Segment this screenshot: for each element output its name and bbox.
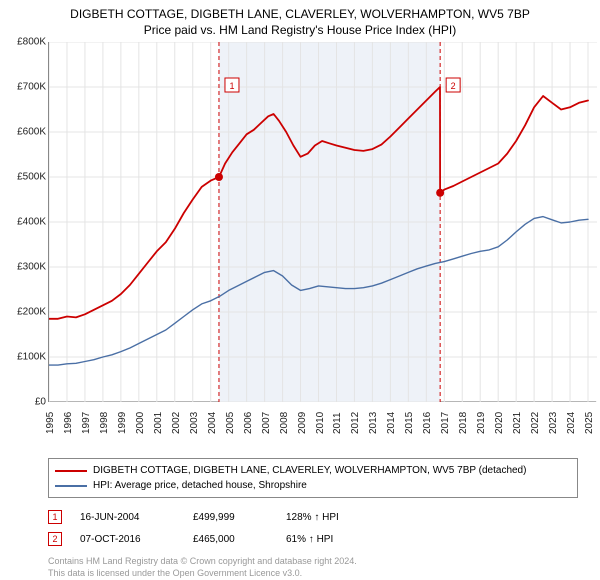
legend-row-hpi: HPI: Average price, detached house, Shro… xyxy=(55,478,571,493)
y-tick-label: £400K xyxy=(17,217,46,228)
legend-swatch-property xyxy=(55,470,87,472)
svg-text:1: 1 xyxy=(229,81,234,91)
x-tick-label: 2014 xyxy=(386,412,397,434)
transaction-price: £465,000 xyxy=(193,534,268,545)
transaction-marker-1: 1 xyxy=(48,510,62,524)
x-tick-label: 2003 xyxy=(189,412,200,434)
x-tick-label: 2016 xyxy=(422,412,433,434)
x-tick-label: 2009 xyxy=(297,412,308,434)
x-tick-label: 2000 xyxy=(135,412,146,434)
legend-swatch-hpi xyxy=(55,485,87,487)
transaction-pct: 61% ↑ HPI xyxy=(286,534,386,545)
x-tick-label: 2004 xyxy=(207,412,218,434)
x-tick-label: 2002 xyxy=(171,412,182,434)
x-tick-label: 1997 xyxy=(81,412,92,434)
footer-line-2: This data is licensed under the Open Gov… xyxy=(48,568,578,580)
x-tick-label: 2013 xyxy=(368,412,379,434)
transaction-pct: 128% ↑ HPI xyxy=(286,512,386,523)
title-line-1: DIGBETH COTTAGE, DIGBETH LANE, CLAVERLEY… xyxy=(4,6,596,22)
x-tick-label: 2005 xyxy=(225,412,236,434)
chart-title: DIGBETH COTTAGE, DIGBETH LANE, CLAVERLEY… xyxy=(4,6,596,38)
x-tick-label: 1999 xyxy=(117,412,128,434)
y-tick-label: £700K xyxy=(17,82,46,93)
y-tick-label: £200K xyxy=(17,307,46,318)
x-tick-label: 2020 xyxy=(494,412,505,434)
x-tick-label: 2010 xyxy=(315,412,326,434)
x-tick-label: 2011 xyxy=(332,413,343,435)
x-tick-label: 2019 xyxy=(476,412,487,434)
x-axis: 1995199619971998199920002001200220032004… xyxy=(48,402,596,422)
y-tick-label: £500K xyxy=(17,172,46,183)
transaction-date: 16-JUN-2004 xyxy=(80,512,175,523)
transactions-table: 1 16-JUN-2004 £499,999 128% ↑ HPI 2 07-O… xyxy=(48,506,578,550)
y-axis: £0£100K£200K£300K£400K£500K£600K£700K£80… xyxy=(4,42,48,402)
y-tick-label: £0 xyxy=(35,397,46,408)
x-tick-label: 1998 xyxy=(99,412,110,434)
transaction-date: 07-OCT-2016 xyxy=(80,534,175,545)
y-tick-label: £600K xyxy=(17,127,46,138)
transaction-row: 2 07-OCT-2016 £465,000 61% ↑ HPI xyxy=(48,528,578,550)
y-tick-label: £800K xyxy=(17,37,46,48)
legend-label-hpi: HPI: Average price, detached house, Shro… xyxy=(93,478,307,493)
x-tick-label: 2018 xyxy=(458,412,469,434)
title-line-2: Price paid vs. HM Land Registry's House … xyxy=(4,22,596,38)
svg-text:2: 2 xyxy=(451,81,456,91)
chart-container: DIGBETH COTTAGE, DIGBETH LANE, CLAVERLEY… xyxy=(0,0,600,560)
y-tick-label: £100K xyxy=(17,352,46,363)
x-tick-label: 2008 xyxy=(279,412,290,434)
x-tick-label: 1996 xyxy=(63,412,74,434)
footer-line-1: Contains HM Land Registry data © Crown c… xyxy=(48,556,578,568)
transaction-price: £499,999 xyxy=(193,512,268,523)
y-tick-label: £300K xyxy=(17,262,46,273)
chart-area: £0£100K£200K£300K£400K£500K£600K£700K£80… xyxy=(4,42,596,422)
x-tick-label: 2001 xyxy=(153,412,164,434)
x-tick-label: 2015 xyxy=(404,412,415,434)
x-tick-label: 2022 xyxy=(530,412,541,434)
x-tick-label: 2021 xyxy=(512,412,523,434)
legend: DIGBETH COTTAGE, DIGBETH LANE, CLAVERLEY… xyxy=(48,458,578,498)
x-tick-label: 2025 xyxy=(584,412,595,434)
x-tick-label: 2023 xyxy=(548,412,559,434)
legend-row-property: DIGBETH COTTAGE, DIGBETH LANE, CLAVERLEY… xyxy=(55,463,571,478)
transaction-marker-2: 2 xyxy=(48,532,62,546)
legend-label-property: DIGBETH COTTAGE, DIGBETH LANE, CLAVERLEY… xyxy=(93,463,526,478)
x-tick-label: 2024 xyxy=(566,412,577,434)
x-tick-label: 1995 xyxy=(45,412,56,434)
plot-svg: 12 xyxy=(49,42,597,402)
x-tick-label: 2006 xyxy=(243,412,254,434)
transaction-row: 1 16-JUN-2004 £499,999 128% ↑ HPI xyxy=(48,506,578,528)
x-tick-label: 2017 xyxy=(440,412,451,434)
x-tick-label: 2012 xyxy=(350,412,361,434)
x-tick-label: 2007 xyxy=(261,412,272,434)
plot-area: 12 xyxy=(48,42,596,402)
